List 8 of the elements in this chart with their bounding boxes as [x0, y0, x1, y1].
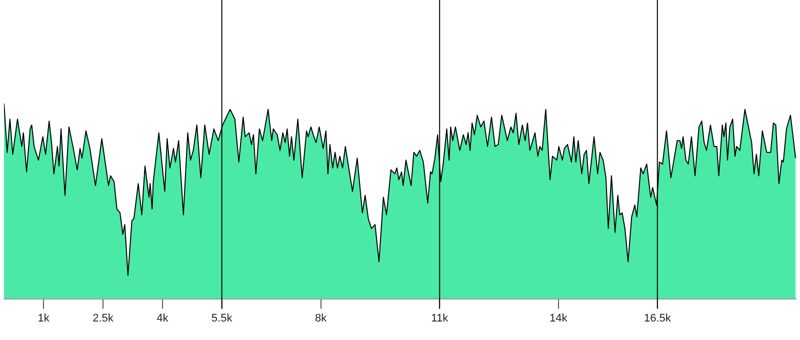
- x-tick-label: 4k: [156, 312, 169, 324]
- x-tick-label: 5.5k: [211, 312, 233, 324]
- x-tick-label: 1k: [38, 312, 50, 324]
- x-tick-label: 14k: [550, 312, 568, 324]
- x-tick-label: 16.5k: [644, 312, 672, 324]
- x-tick-label: 11k: [431, 312, 449, 324]
- x-tick-label: 8k: [314, 312, 328, 324]
- x-tick-label: 2.5k: [92, 312, 114, 324]
